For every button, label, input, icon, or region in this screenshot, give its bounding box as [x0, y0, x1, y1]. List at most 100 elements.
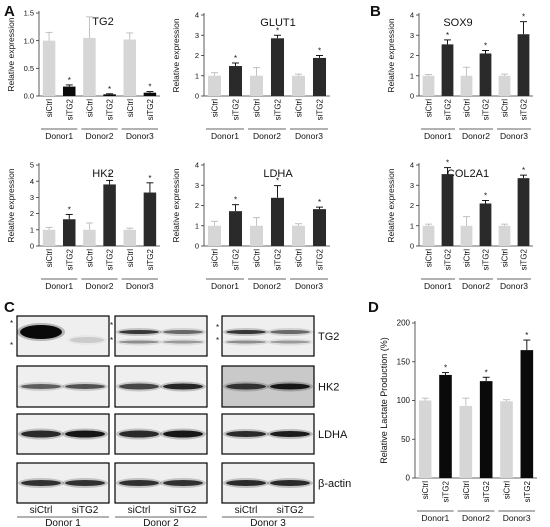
- band-halo: [223, 338, 269, 346]
- x-tick-label: siCtrl: [211, 99, 220, 117]
- y-tick-label: 4: [30, 177, 34, 186]
- x-tick-label: siCtrl: [501, 99, 510, 117]
- y-tick-label: 3: [195, 181, 199, 190]
- band-halo: [267, 328, 313, 336]
- group-label: Donor1: [211, 131, 239, 141]
- bar: [312, 57, 327, 96]
- x-tick-label: siTG2: [106, 98, 115, 120]
- x-tick-label: siCtrl: [85, 99, 94, 117]
- y-tick-label: 1.5: [24, 9, 34, 18]
- bar: [207, 75, 222, 96]
- chart-glut1: 0 1 2 3 4 Relative expression GLUT1 siCtrl * siTG…: [171, 11, 330, 141]
- group-label: Donor3: [295, 281, 323, 291]
- bar: [498, 225, 511, 246]
- y-tick-label: 1.0: [24, 36, 34, 45]
- x-tick-label: siCtrl: [295, 99, 304, 117]
- band-halo: [160, 381, 206, 392]
- lane-label: siCtrl: [30, 505, 53, 516]
- bar: [441, 174, 454, 246]
- band-halo: [67, 335, 107, 345]
- y-axis-label: Relative expression: [6, 17, 16, 91]
- x-tick-label: siTG2: [316, 98, 325, 120]
- significance-star: *: [484, 41, 487, 50]
- bar: [83, 37, 96, 96]
- x-tick-label: siTG2: [444, 98, 453, 120]
- group-label: Donor3: [500, 281, 528, 291]
- y-tick-label: 100: [397, 396, 411, 405]
- y-tick-label: 5: [30, 161, 34, 170]
- x-tick-label: siTG2: [444, 248, 453, 270]
- y-tick-label: 1: [410, 221, 414, 230]
- band-halo: [18, 428, 64, 440]
- band-marker: *: [10, 319, 13, 328]
- western-blot: TG2 HK2 LDHA β-actin * * * * * * siCtrl siTG2 Donor …: [10, 315, 351, 527]
- lane-label: siCtrl: [235, 505, 258, 516]
- band-halo: [223, 328, 269, 336]
- x-tick-label: siCtrl: [126, 249, 135, 267]
- x-tick-label: siTG2: [520, 248, 529, 270]
- y-tick-label: 1: [195, 221, 199, 230]
- bar: [83, 229, 96, 246]
- bar: [500, 401, 513, 478]
- bar: [62, 219, 76, 246]
- chart-ldha: 0 1 2 3 4 Relative expression LDHA siCtrl * siTG2…: [171, 161, 330, 291]
- significance-star: *: [276, 177, 279, 186]
- bar: [291, 225, 306, 246]
- y-tick-label: 0.0: [24, 92, 34, 101]
- band: [21, 480, 61, 486]
- y-axis-label: Relative Lactate Production (%): [379, 337, 389, 464]
- band-halo: [267, 429, 313, 439]
- group-label: Donor3: [500, 131, 528, 141]
- panel-label-c: C: [4, 299, 15, 316]
- band: [119, 480, 159, 486]
- bar: [228, 211, 243, 246]
- group-label: Donor2: [253, 281, 281, 291]
- y-tick-label: 2: [195, 51, 199, 60]
- bar: [143, 92, 157, 96]
- chart-lactate: 0 50 100 150 200 Relative Lactate Production …: [379, 319, 537, 523]
- band: [119, 430, 159, 438]
- band: [119, 340, 159, 344]
- band: [163, 330, 203, 334]
- x-tick-label: siTG2: [482, 480, 491, 502]
- band-halo: [223, 478, 269, 488]
- y-tick-label: 1: [195, 71, 199, 80]
- x-tick-label: siCtrl: [462, 481, 471, 499]
- band-halo: [223, 381, 269, 392]
- lane-label: siTG2: [170, 505, 197, 516]
- band-halo: [267, 478, 313, 488]
- donor-label: Donor 3: [250, 518, 286, 527]
- band: [21, 384, 61, 389]
- blot-box: [114, 365, 208, 408]
- band: [65, 430, 105, 438]
- x-tick-label: siCtrl: [85, 249, 94, 267]
- bar: [249, 75, 264, 96]
- group-label: Donor1: [421, 513, 449, 523]
- x-tick-label: siTG2: [523, 480, 532, 502]
- y-axis-label: Relative expression: [171, 18, 181, 92]
- significance-star: *: [522, 13, 525, 22]
- x-tick-label: siCtrl: [503, 481, 512, 499]
- bar: [517, 34, 530, 96]
- bar: [103, 184, 116, 246]
- group-label: Donor3: [126, 131, 154, 141]
- band-halo: [223, 429, 269, 439]
- y-tick-label: 50: [401, 435, 410, 444]
- band-marker: *: [216, 336, 219, 345]
- blot-box: [114, 413, 208, 455]
- band-halo: [267, 381, 313, 392]
- bar: [270, 38, 285, 96]
- chart-title: SOX9: [443, 17, 472, 29]
- bar-charts: 0.0 0.5 1.0 1.5 Relative expression TG2 siCtrl…: [6, 9, 537, 523]
- blot-box: [221, 365, 315, 408]
- x-tick-label: siTG2: [482, 248, 491, 270]
- group-label: Donor3: [503, 513, 531, 523]
- x-tick-label: siCtrl: [45, 249, 54, 267]
- y-tick-label: 3: [410, 181, 414, 190]
- bar: [422, 225, 435, 246]
- significance-star: *: [484, 191, 487, 200]
- bar: [422, 75, 435, 96]
- bar: [460, 225, 473, 246]
- significance-star: *: [446, 159, 449, 168]
- group-label: Donor2: [462, 131, 490, 141]
